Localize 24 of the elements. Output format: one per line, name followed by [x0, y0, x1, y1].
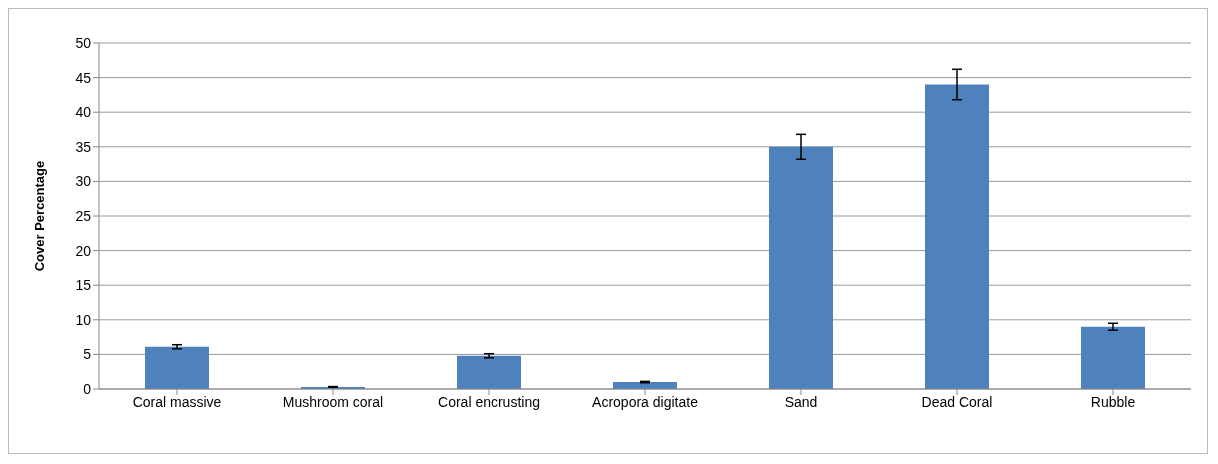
bar	[1081, 326, 1145, 389]
x-tick-label: Dead Coral	[921, 393, 993, 410]
x-tick-label: Coral encrusting	[438, 393, 540, 410]
bar	[145, 346, 209, 389]
y-tick-label: 45	[75, 69, 92, 86]
y-tick-label: 15	[75, 277, 92, 294]
bar	[769, 146, 833, 389]
y-tick-label: 50	[75, 34, 92, 51]
x-tick-label: Acropora digitate	[592, 393, 699, 410]
x-tick-label: Sand	[784, 393, 818, 410]
y-tick-label: 5	[83, 346, 92, 363]
y-tick-label: 0	[83, 380, 92, 397]
x-tick-label: Coral massive	[132, 393, 222, 410]
bar	[925, 84, 989, 389]
bar	[457, 355, 521, 389]
y-tick-label: 25	[75, 207, 92, 224]
y-tick-label: 40	[75, 104, 92, 121]
y-tick-label: 30	[75, 173, 92, 190]
y-axis-title: Cover Percentage	[31, 160, 47, 272]
y-tick-label: 10	[75, 311, 92, 328]
y-tick-label: 20	[75, 242, 92, 259]
x-tick-label: Rubble	[1090, 393, 1136, 410]
x-tick-label: Mushroom coral	[282, 393, 384, 410]
y-tick-label: 35	[75, 138, 92, 155]
